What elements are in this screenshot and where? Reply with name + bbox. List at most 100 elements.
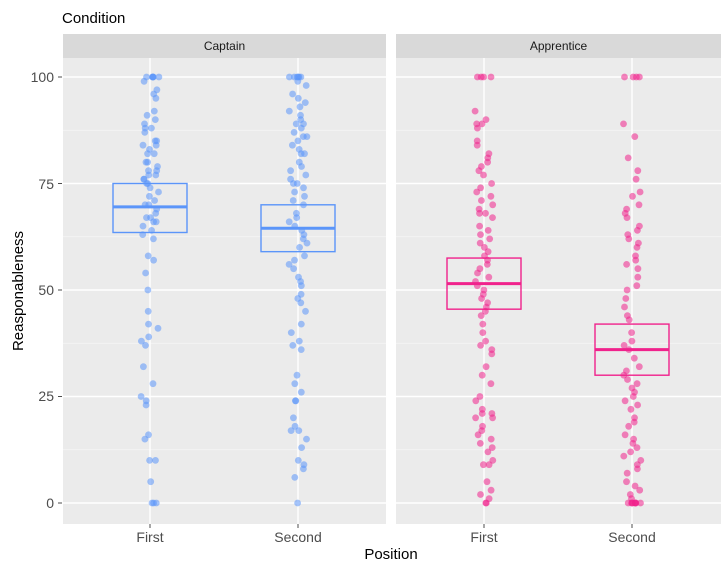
- data-point: [476, 393, 484, 400]
- data-point: [623, 469, 631, 477]
- x-axis: First Second First Second: [136, 524, 656, 545]
- data-point: [471, 107, 479, 115]
- data-point: [635, 201, 643, 209]
- data-point: [145, 320, 152, 328]
- data-point: [143, 111, 151, 119]
- data-point: [291, 256, 298, 264]
- data-point: [482, 337, 489, 345]
- data-point: [151, 116, 159, 123]
- data-point: [287, 427, 295, 434]
- data-point: [147, 478, 155, 486]
- data-point: [290, 414, 297, 422]
- data-point: [627, 405, 635, 413]
- data-point: [141, 129, 149, 136]
- y-tick-label: 100: [31, 69, 55, 85]
- data-point: [144, 286, 152, 294]
- data-point: [631, 133, 639, 141]
- data-point: [482, 363, 490, 371]
- data-point: [629, 393, 637, 400]
- data-point: [477, 73, 485, 81]
- data-point: [479, 320, 487, 328]
- y-tick-label: 25: [38, 388, 54, 404]
- data-point: [484, 448, 492, 456]
- data-point: [302, 307, 309, 315]
- data-point: [155, 188, 162, 196]
- data-point: [484, 158, 491, 166]
- data-point: [483, 478, 491, 486]
- data-point: [300, 184, 307, 192]
- data-point: [287, 329, 295, 336]
- data-point: [142, 342, 149, 349]
- data-point: [621, 397, 629, 405]
- chart-title: Condition: [62, 10, 125, 27]
- data-point: [621, 303, 628, 311]
- data-point: [632, 175, 640, 183]
- data-point: [620, 342, 628, 349]
- data-point: [487, 73, 495, 81]
- data-point: [628, 329, 635, 336]
- strip-captain: [63, 34, 386, 58]
- data-point: [141, 435, 149, 443]
- data-point: [477, 312, 485, 319]
- data-point: [301, 252, 308, 260]
- data-point: [636, 188, 644, 196]
- data-point: [476, 440, 484, 447]
- plot-bg-apprentice: [396, 58, 721, 524]
- data-point: [138, 337, 145, 345]
- data-point: [489, 201, 497, 209]
- data-point: [627, 448, 634, 456]
- panel-captain: Captain: [63, 34, 386, 524]
- data-point: [473, 141, 481, 149]
- data-point: [634, 401, 641, 409]
- boxes-apprentice: [446, 257, 670, 376]
- strip-label-apprentice: Apprentice: [530, 39, 588, 53]
- data-point: [145, 333, 153, 341]
- data-point: [144, 150, 152, 158]
- data-point: [621, 73, 628, 81]
- data-point: [292, 120, 300, 128]
- data-point: [155, 73, 163, 81]
- data-point: [287, 167, 294, 175]
- data-point: [303, 435, 310, 443]
- data-point: [624, 154, 632, 162]
- data-point: [286, 73, 293, 81]
- data-point: [633, 282, 641, 290]
- data-point: [144, 307, 152, 315]
- data-point: [629, 440, 637, 447]
- data-point: [634, 265, 642, 273]
- data-point: [623, 286, 631, 294]
- data-point: [150, 235, 157, 243]
- plot-bg-captain: [63, 58, 386, 524]
- data-point: [150, 218, 158, 226]
- data-point: [149, 73, 157, 81]
- data-point: [487, 192, 495, 200]
- data-point: [624, 376, 631, 383]
- data-point: [488, 350, 496, 358]
- data-point: [150, 107, 158, 115]
- data-point: [303, 133, 311, 141]
- data-point: [297, 346, 305, 353]
- data-point: [302, 82, 310, 89]
- data-point: [634, 227, 641, 234]
- data-point: [478, 197, 485, 204]
- strip-apprentice: [396, 34, 721, 58]
- data-point: [630, 418, 638, 426]
- data-point: [142, 401, 150, 409]
- data-point: [296, 103, 304, 111]
- data-point: [298, 163, 305, 170]
- data-point: [144, 158, 152, 166]
- data-point: [297, 282, 305, 290]
- data-point: [623, 261, 630, 268]
- y-tick-label: 75: [38, 176, 54, 192]
- x-tick-label-captain-second: Second: [274, 529, 321, 545]
- strip-label-captain: Captain: [204, 39, 245, 53]
- data-point: [294, 77, 302, 85]
- data-point: [625, 316, 633, 324]
- data-point: [634, 167, 642, 175]
- data-point: [291, 380, 299, 388]
- data-point: [487, 380, 495, 388]
- data-point: [636, 486, 644, 494]
- data-point: [152, 209, 160, 217]
- data-point: [289, 141, 296, 149]
- data-point: [472, 397, 480, 405]
